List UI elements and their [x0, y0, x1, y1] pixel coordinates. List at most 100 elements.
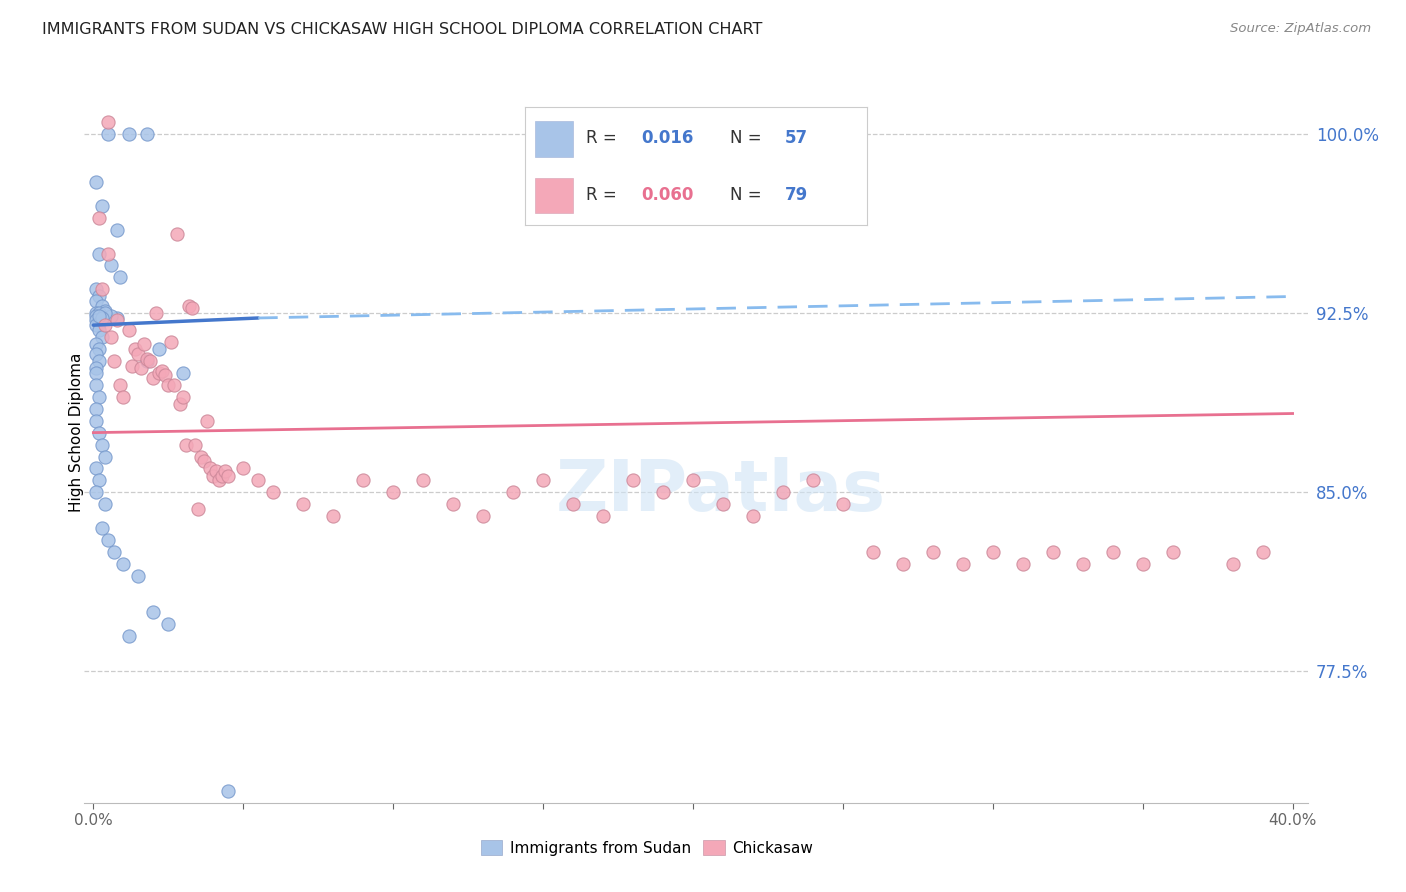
Point [89, 474, 111, 488]
Point [94, 318, 117, 333]
Point [562, 497, 585, 511]
Point [86, 337, 108, 351]
Point [121, 359, 143, 373]
Point [181, 301, 204, 316]
Point [89, 354, 111, 368]
Point [91, 521, 114, 535]
Point [136, 354, 159, 368]
Point [112, 557, 135, 571]
Point [105, 313, 128, 327]
Point [211, 468, 233, 483]
Point [97, 115, 120, 129]
Point [148, 342, 170, 356]
Point [862, 545, 884, 559]
Point [166, 227, 188, 242]
Point [89, 342, 111, 356]
Point [86, 366, 108, 380]
Text: Source: ZipAtlas.com: Source: ZipAtlas.com [1230, 22, 1371, 36]
Point [89, 390, 111, 404]
Point [652, 485, 675, 500]
Point [142, 370, 165, 384]
Point [131, 361, 153, 376]
Point [91, 330, 114, 344]
Point [89, 323, 111, 337]
Point [91, 299, 114, 313]
Point [100, 330, 122, 344]
Point [472, 509, 495, 524]
Point [86, 461, 108, 475]
Point [97, 127, 120, 141]
Point [127, 347, 149, 361]
Point [89, 211, 111, 225]
Point [94, 450, 117, 464]
Point [91, 437, 114, 451]
Point [103, 354, 125, 368]
Point [127, 569, 149, 583]
Point [94, 303, 117, 318]
Point [148, 366, 170, 380]
Point [262, 485, 284, 500]
Point [592, 509, 614, 524]
Point [891, 557, 914, 571]
Point [91, 199, 114, 213]
Point [134, 337, 156, 351]
Point [1071, 557, 1094, 571]
Point [150, 363, 173, 377]
Point [86, 318, 108, 333]
Point [621, 474, 644, 488]
Point [112, 390, 135, 404]
Point [157, 616, 180, 631]
Point [1251, 545, 1274, 559]
Point [179, 299, 201, 313]
Point [1222, 557, 1244, 571]
Point [217, 468, 239, 483]
Point [163, 377, 186, 392]
Point [202, 468, 225, 483]
Point [86, 401, 108, 416]
Point [86, 282, 108, 296]
Point [91, 282, 114, 296]
Point [217, 784, 239, 798]
Point [110, 377, 132, 392]
Point [155, 368, 177, 383]
Point [86, 313, 108, 327]
Point [157, 377, 180, 392]
Point [187, 502, 209, 516]
Point [136, 127, 159, 141]
Point [195, 414, 218, 428]
Point [921, 545, 943, 559]
Point [118, 629, 141, 643]
Point [190, 450, 212, 464]
Point [174, 437, 197, 451]
Point [831, 497, 853, 511]
Point [981, 545, 1004, 559]
Point [160, 334, 183, 349]
Point [1011, 557, 1033, 571]
Point [86, 175, 108, 189]
Point [89, 306, 111, 320]
Point [322, 509, 344, 524]
Point [86, 306, 108, 320]
Point [86, 377, 108, 392]
Point [208, 474, 231, 488]
Y-axis label: High School Diploma: High School Diploma [69, 353, 83, 512]
Point [94, 306, 117, 320]
Point [86, 361, 108, 376]
Point [136, 351, 159, 366]
Point [352, 474, 374, 488]
Point [118, 127, 141, 141]
Point [292, 497, 315, 511]
Point [103, 545, 125, 559]
Point [139, 354, 162, 368]
Point [169, 397, 191, 411]
Point [118, 323, 141, 337]
Point [205, 464, 228, 478]
Point [1101, 545, 1123, 559]
Point [232, 461, 254, 475]
Point [89, 425, 111, 440]
Point [502, 485, 524, 500]
Point [100, 309, 122, 323]
Point [1132, 557, 1154, 571]
Point [105, 310, 128, 325]
Point [91, 310, 114, 325]
